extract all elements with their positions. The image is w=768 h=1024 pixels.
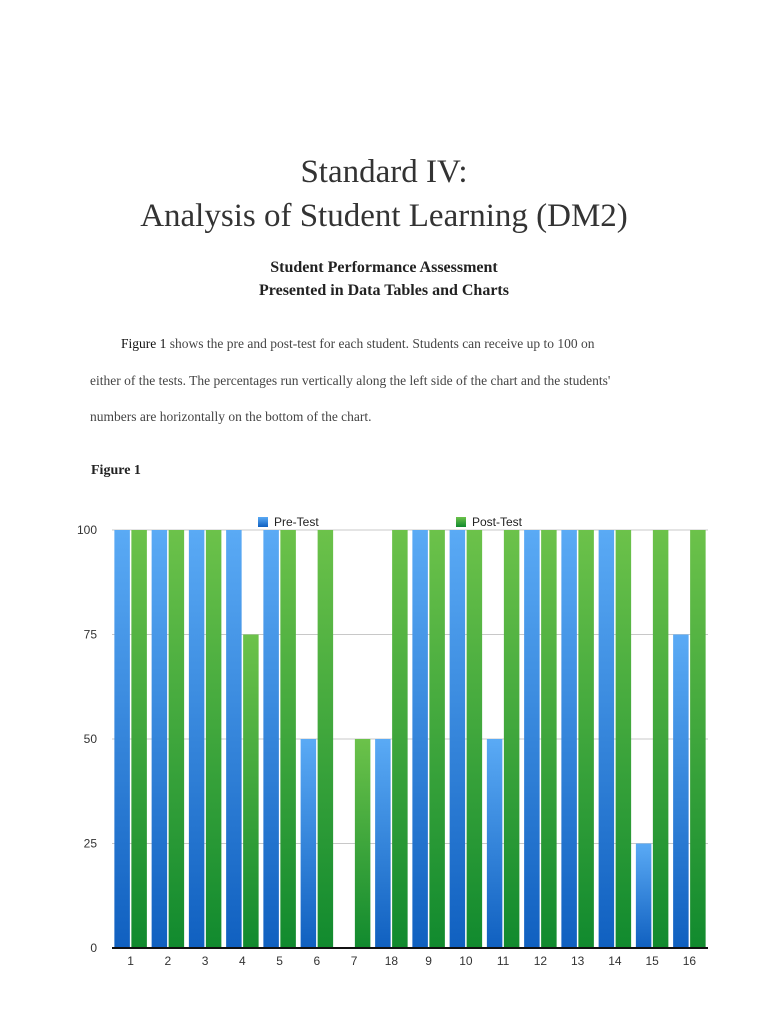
x-tick-label: 14 [608, 954, 622, 968]
paragraph-line-1-text: shows the pre and post-test for each stu… [166, 336, 595, 351]
x-tick-label: 18 [385, 954, 399, 968]
x-tick-label: 13 [571, 954, 585, 968]
legend: Pre-Test Post-Test [258, 515, 523, 529]
page-title: Standard IV: Analysis of Student Learnin… [0, 150, 768, 238]
paragraph-line-3: numbers are horizontally on the bottom o… [90, 409, 372, 424]
post-test-legend-label: Post-Test [472, 515, 523, 529]
x-tick-label: 3 [202, 954, 209, 968]
pre-test-bar [114, 530, 130, 948]
paragraph-line-1: Figure 1 shows the pre and post-test for… [121, 336, 701, 352]
title-line-1: Standard IV: [300, 154, 468, 190]
y-tick-label: 0 [90, 941, 97, 955]
post-test-bar [578, 530, 594, 948]
figure-reference: Figure 1 [121, 336, 167, 351]
pre-test-bar [524, 530, 540, 948]
post-test-bar [503, 530, 520, 948]
post-test-bar [354, 739, 371, 948]
figure-label: Figure 1 [91, 463, 141, 478]
post-test-bar [615, 530, 632, 948]
pre-test-legend-swatch [258, 517, 268, 527]
post-test-bar [392, 530, 408, 948]
subtitle-line-1: Student Performance Assessment [270, 259, 498, 276]
title-line-2: Analysis of Student Learning (DM2) [140, 198, 628, 234]
x-tick-label: 6 [314, 954, 321, 968]
x-tick-label: 2 [165, 954, 172, 968]
post-test-bar [317, 530, 334, 948]
post-test-bar [168, 530, 185, 948]
post-test-bar [131, 530, 147, 948]
pre-test-legend-label: Pre-Test [274, 515, 319, 529]
pre-test-bar [561, 530, 577, 948]
pre-test-bar [635, 843, 652, 948]
pre-test-bar [412, 530, 428, 948]
x-tick-label: 4 [239, 954, 246, 968]
x-tick-label: 15 [645, 954, 659, 968]
x-tick-label: 9 [425, 954, 432, 968]
post-test-legend-swatch [456, 517, 466, 527]
paragraph-line-2: either of the tests. The percentages run… [90, 373, 611, 388]
y-tick-label: 100 [77, 523, 97, 537]
y-tick-label: 50 [84, 732, 98, 746]
post-test-bar [541, 530, 557, 948]
y-tick-label: 75 [84, 628, 98, 642]
x-tick-label: 10 [459, 954, 473, 968]
page-subtitle: Student Performance Assessment Presented… [0, 256, 768, 302]
post-test-bar [466, 530, 483, 948]
subtitle-line-2: Presented in Data Tables and Charts [259, 282, 509, 299]
post-test-bar [243, 634, 259, 948]
post-test-bar [280, 530, 296, 948]
post-test-bar [205, 530, 222, 948]
x-tick-label: 12 [534, 954, 548, 968]
pre-test-bar [300, 739, 317, 948]
pre-test-bar [598, 530, 615, 948]
pre-test-bar [673, 634, 689, 948]
x-tick-label: 1 [127, 954, 134, 968]
pre-test-bar [151, 530, 168, 948]
pre-test-bar [486, 739, 503, 948]
pre-test-bar [449, 530, 466, 948]
x-tick-label: 5 [276, 954, 283, 968]
x-tick-label: 7 [351, 954, 358, 968]
bars [114, 530, 706, 948]
pre-test-bar [375, 739, 391, 948]
pre-test-bar [188, 530, 205, 948]
pre-test-bar [263, 530, 279, 948]
post-test-bar [429, 530, 445, 948]
x-tick-label: 16 [683, 954, 697, 968]
y-tick-label: 25 [84, 837, 98, 851]
pre-test-bar [226, 530, 242, 948]
post-test-bar [652, 530, 669, 948]
post-test-bar [690, 530, 706, 948]
x-tick-label: 11 [497, 954, 510, 968]
